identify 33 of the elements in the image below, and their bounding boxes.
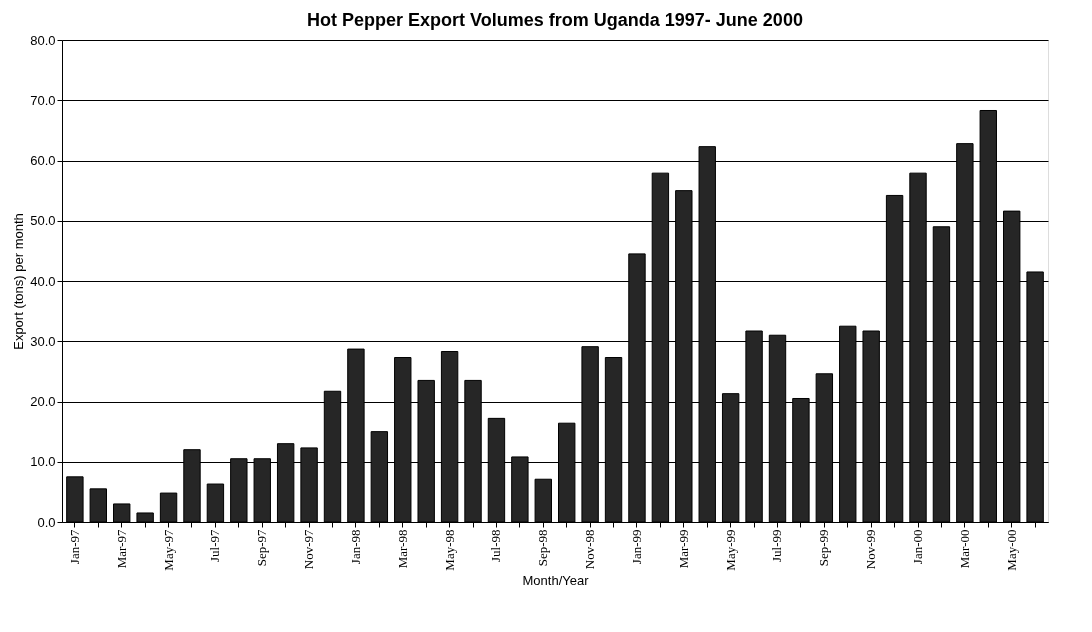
x-tick-label: Jan-99 (628, 529, 644, 565)
x-tick-label: Nov-97 (301, 529, 317, 570)
y-tick-label: 60.0 (30, 153, 56, 168)
x-tick-label: Jul-99 (769, 529, 785, 562)
y-tick-label: 10.0 (30, 454, 56, 470)
x-tick-label: Mar-98 (394, 529, 410, 569)
x-tick-label: Jul-97 (207, 529, 223, 562)
x-tick-label: May-97 (160, 529, 176, 571)
x-tick-label: Mar-97 (113, 529, 129, 569)
y-tick-label: 20.0 (30, 394, 56, 409)
x-tick-label: Sep-98 (535, 529, 551, 567)
y-tick-label: 40.0 (30, 273, 56, 289)
x-tick-label: Sep-97 (254, 529, 270, 567)
x-tick-label: Jan-98 (347, 529, 363, 565)
chart-title: Hot Pepper Export Volumes from Uganda 1997- June 2000 (307, 10, 803, 30)
y-tick-label: 0.0 (37, 514, 56, 530)
y-tick-label: 70.0 (30, 92, 56, 108)
x-tick-label: Jan-97 (66, 529, 82, 565)
y-tick-label: 50.0 (30, 213, 56, 229)
x-tick-label: May-99 (722, 529, 738, 571)
x-tick-label: Nov-98 (582, 529, 598, 570)
x-tick-label: Mar-00 (956, 529, 972, 569)
x-tick-label: Mar-99 (675, 529, 691, 569)
x-tick-label: May-00 (1003, 529, 1019, 571)
x-tick-label: Jan-00 (910, 529, 926, 565)
x-tick-label: Jul-98 (488, 529, 504, 562)
x-tick-label: Nov-99 (863, 529, 879, 570)
y-axis-title: Export (tons) per month (11, 213, 27, 350)
x-axis-title: Month/Year (522, 572, 590, 588)
x-tick-label: May-98 (441, 529, 457, 571)
x-tick-label: Sep-99 (816, 529, 832, 567)
y-tick-label: 30.0 (30, 333, 56, 349)
y-tick-label: 80.0 (30, 32, 56, 48)
